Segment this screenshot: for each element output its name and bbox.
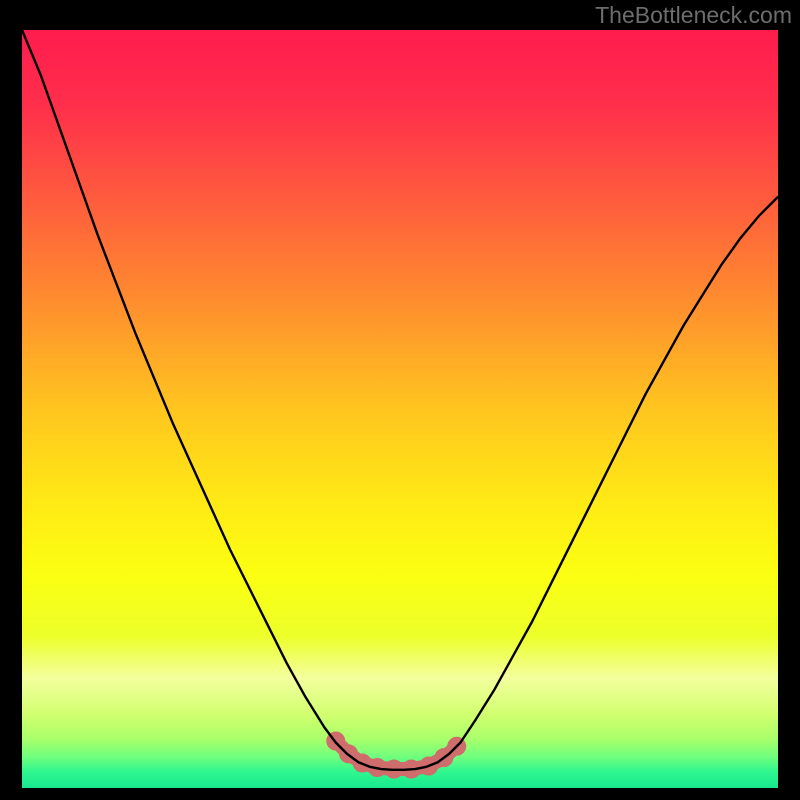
- plot-svg: [22, 30, 778, 788]
- watermark-text: TheBottleneck.com: [595, 2, 792, 29]
- gradient-background: [22, 30, 778, 788]
- chart-frame: TheBottleneck.com: [0, 0, 800, 800]
- plot-area: [22, 30, 778, 788]
